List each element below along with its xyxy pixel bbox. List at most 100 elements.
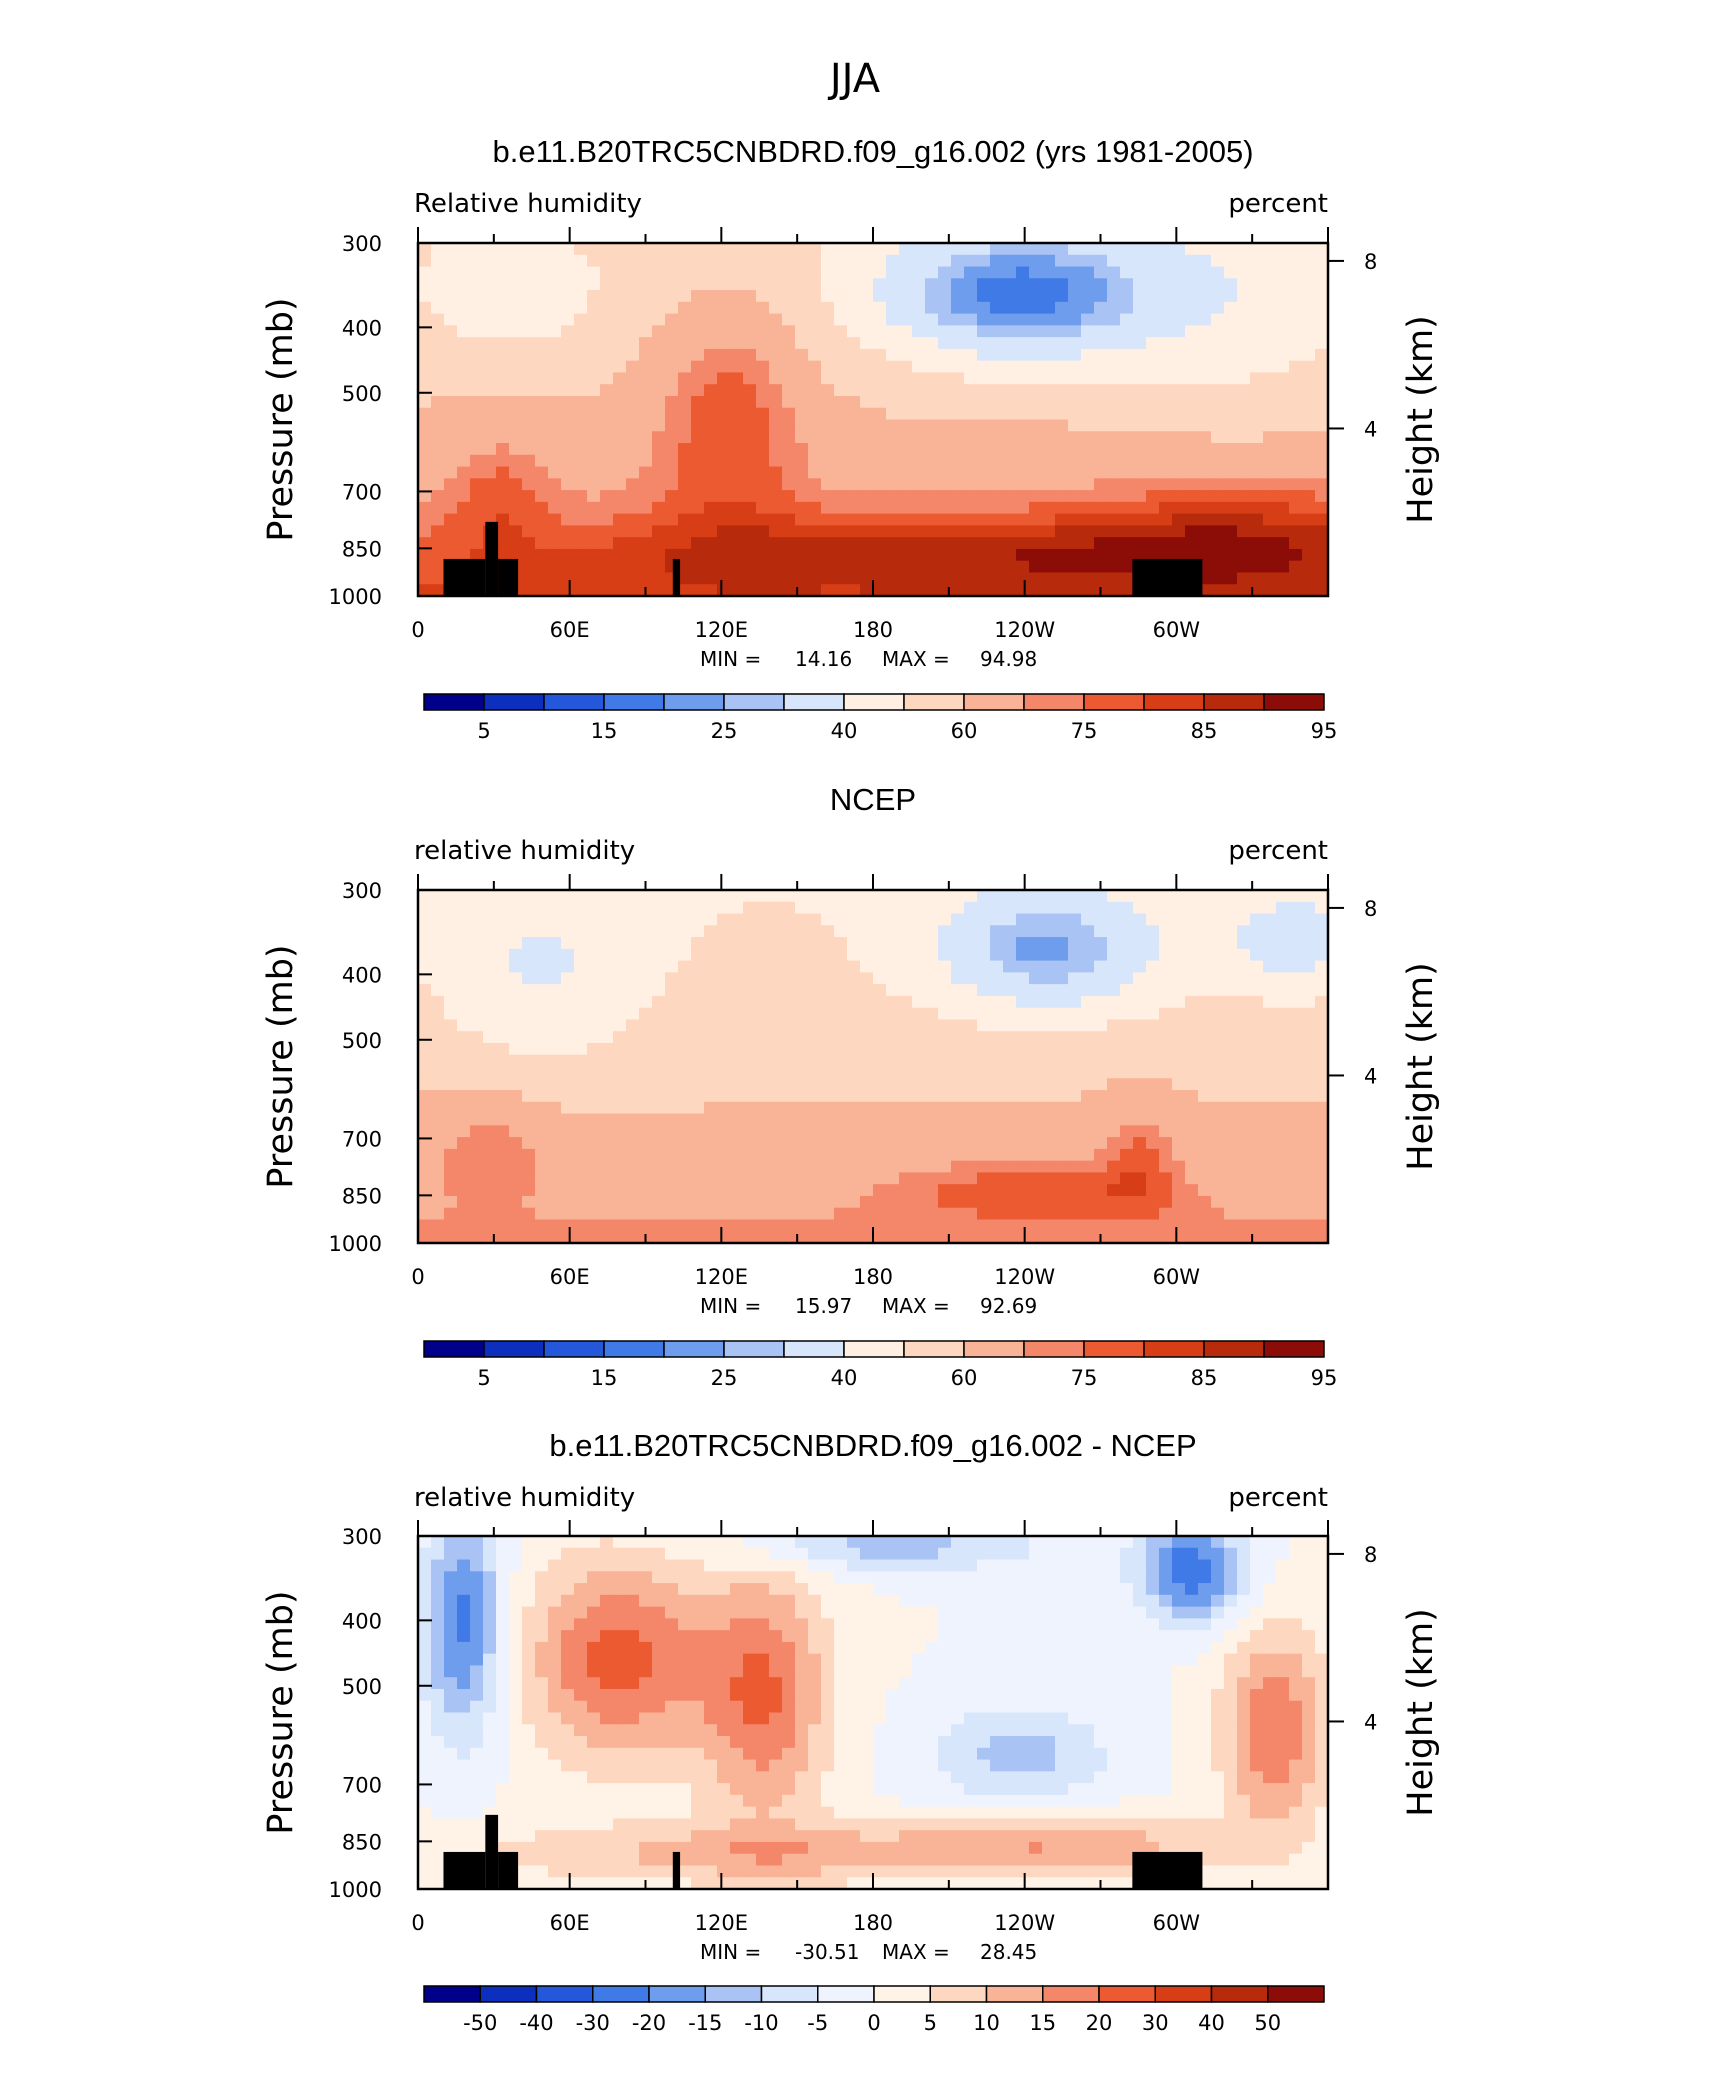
contour-cell — [1211, 1231, 1225, 1244]
contour-cell — [1224, 972, 1238, 985]
contour-cell — [600, 1571, 614, 1584]
contour-cell — [730, 1219, 744, 1232]
contour-cell — [782, 948, 796, 962]
contour-cell — [691, 301, 705, 315]
contour-cell — [1185, 1054, 1199, 1068]
contour-cell — [496, 1195, 510, 1209]
contour-cell — [1159, 301, 1173, 315]
contour-cell — [1120, 1042, 1134, 1056]
colorbar-swatch — [483, 693, 545, 711]
contour-cell — [951, 560, 965, 574]
contour-cell — [925, 325, 939, 338]
contour-cell — [795, 419, 809, 432]
contour-cell — [1289, 1559, 1303, 1572]
contour-cell — [873, 501, 887, 515]
contour-cell — [1211, 984, 1225, 997]
contour-cell — [756, 301, 770, 315]
contour-cell — [691, 995, 705, 1009]
contour-cell — [444, 913, 458, 926]
colorbar: 5 15 25 40 60 75 85 95 — [423, 693, 1337, 743]
contour-cell — [756, 901, 770, 915]
contour-cell — [639, 1054, 653, 1068]
contour-cell — [1094, 537, 1108, 550]
contour-cell — [522, 960, 536, 973]
contour-cell — [444, 901, 458, 915]
contour-cell — [912, 1195, 926, 1209]
contour-cell — [626, 1547, 640, 1561]
contour-cell — [769, 337, 783, 350]
contour-cell — [1029, 1031, 1043, 1044]
contour-cell — [444, 1042, 458, 1056]
contour-cell — [1081, 478, 1095, 491]
contour-cell — [574, 1066, 588, 1079]
contour-cell — [977, 372, 991, 385]
contour-cell — [444, 313, 458, 326]
contour-cell — [1081, 584, 1095, 597]
contour-cell — [925, 937, 939, 950]
contour-cell — [1029, 501, 1043, 515]
contour-cell — [587, 584, 601, 597]
contour-cell — [652, 513, 666, 526]
contour-cell — [535, 584, 549, 597]
contour-cell — [1185, 1618, 1199, 1631]
contour-cell — [1185, 1007, 1199, 1021]
contour-cell — [938, 1031, 952, 1044]
contour-cell — [938, 278, 952, 291]
contour-cell — [418, 431, 432, 444]
contour-cell — [535, 454, 549, 468]
contour-cell — [1042, 278, 1056, 291]
contour-cell — [834, 1078, 848, 1091]
contour-cell — [431, 325, 445, 338]
contour-cell — [483, 972, 497, 985]
contour-cell — [886, 1042, 900, 1056]
colorbar-label: 15 — [591, 1366, 618, 1390]
contour-cell — [483, 313, 497, 326]
contour-cell — [509, 1113, 523, 1126]
contour-cell — [457, 995, 471, 1009]
contour-cell — [860, 431, 874, 444]
contour-cell — [1302, 560, 1316, 574]
contour-cell — [574, 348, 588, 362]
contour-cell — [574, 360, 588, 374]
contour-cell — [925, 1571, 939, 1584]
contour-cell — [1094, 419, 1108, 432]
contour-cell — [847, 266, 861, 279]
contour-cell — [548, 243, 562, 256]
contour-cell — [756, 490, 770, 503]
contour-cell — [587, 395, 601, 409]
contour-cell — [1237, 266, 1251, 279]
contour-cell — [1159, 1594, 1173, 1608]
contour-cell — [847, 972, 861, 985]
contour-cell — [548, 407, 562, 421]
contour-cell — [1094, 960, 1108, 973]
contour-cell — [483, 1195, 497, 1209]
contour-cell — [1315, 1594, 1329, 1608]
contour-cell — [912, 1184, 926, 1197]
contour-cell — [1068, 1207, 1082, 1221]
contour-cell — [509, 1583, 523, 1596]
contour-cell — [470, 913, 484, 926]
contour-cell — [1029, 348, 1043, 362]
contour-cell — [548, 1125, 562, 1138]
contour-cell — [717, 890, 731, 903]
contour-cell — [886, 584, 900, 597]
contour-cell — [1263, 490, 1277, 503]
contour-cell — [1120, 384, 1134, 397]
contour-cell — [626, 890, 640, 903]
contour-cell — [600, 913, 614, 926]
contour-cell — [1185, 1160, 1199, 1173]
contour-cell — [1302, 337, 1316, 350]
contour-cell — [847, 243, 861, 256]
contour-cell — [1159, 360, 1173, 374]
contour-cell — [912, 1172, 926, 1185]
contour-cell — [665, 548, 679, 562]
contour-cell — [587, 1148, 601, 1162]
contour-cell — [561, 548, 575, 562]
contour-cell — [886, 1207, 900, 1221]
contour-cell — [626, 501, 640, 515]
contour-cell — [938, 1101, 952, 1115]
contour-cell — [1133, 278, 1147, 291]
contour-cell — [769, 419, 783, 432]
contour-cell — [574, 1172, 588, 1185]
contour-cell — [782, 1184, 796, 1197]
